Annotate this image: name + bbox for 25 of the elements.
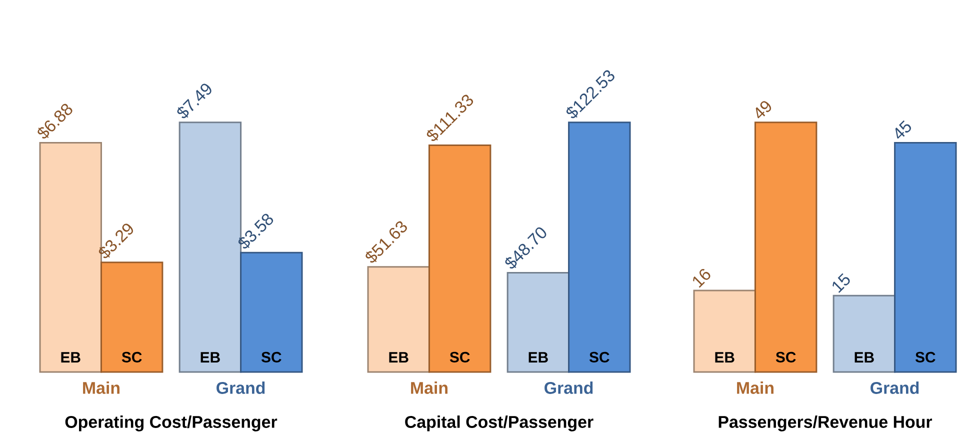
data-label: 45 <box>895 120 911 139</box>
x-tick-label: SC <box>122 352 142 362</box>
x-tick-label: SC <box>915 352 936 362</box>
x-tick-label: SC <box>776 352 796 362</box>
data-label: 16 <box>693 268 710 288</box>
x-axis-title: Passengers/Revenue Hour <box>718 416 932 432</box>
text: Main <box>83 382 120 394</box>
x-tick-label: EB <box>389 352 408 362</box>
x-tick-label: SC <box>261 352 282 362</box>
data-label: 15 <box>832 273 850 293</box>
x-tick-label: EB <box>61 352 80 362</box>
x-axis-title: Capital Cost/Passenger <box>405 416 594 432</box>
text: Grand <box>216 382 265 394</box>
x-tick-label: EB <box>854 352 874 362</box>
text: Main <box>737 382 774 394</box>
text: Grand <box>870 382 919 394</box>
x-tick-label: SC <box>450 352 470 362</box>
x-tick-label: SC <box>589 352 610 362</box>
x-tick-label: EB <box>528 352 548 362</box>
text: Grand <box>544 382 593 394</box>
x-axis-title: Operating Cost/Passenger <box>65 416 278 432</box>
text: Main <box>411 382 448 394</box>
x-tick-label: EB <box>715 352 734 362</box>
data-label: 49 <box>756 101 772 118</box>
x-tick-label: EB <box>200 352 220 362</box>
